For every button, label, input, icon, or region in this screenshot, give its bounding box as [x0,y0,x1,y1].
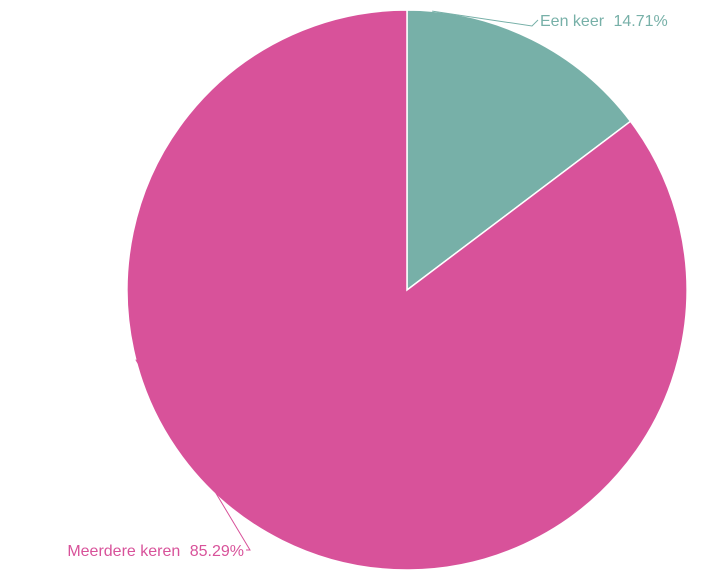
slice-label-meerdere-keren-name: Meerdere keren [67,543,180,560]
slice-labels: Een keer 14.71% Meerdere keren 85.29% [67,13,667,560]
leader-lines [135,10,539,551]
slice-label-meerdere-keren: Meerdere keren 85.29% [67,543,244,560]
leader-line-een-keer [432,10,539,27]
slice-label-een-keer-name: Een keer [540,13,605,30]
slice-label-een-keer: Een keer 14.71% [540,13,668,30]
pie-slice-een-keer [406,9,632,292]
pie-slices [126,9,688,570]
slice-label-een-keer-percent: 14.71% [614,13,668,30]
leader-line-meerdere-keren [135,359,251,551]
pie-slice-meerdere-keren [126,9,688,570]
slice-label-meerdere-keren-percent: 85.29% [190,543,244,560]
